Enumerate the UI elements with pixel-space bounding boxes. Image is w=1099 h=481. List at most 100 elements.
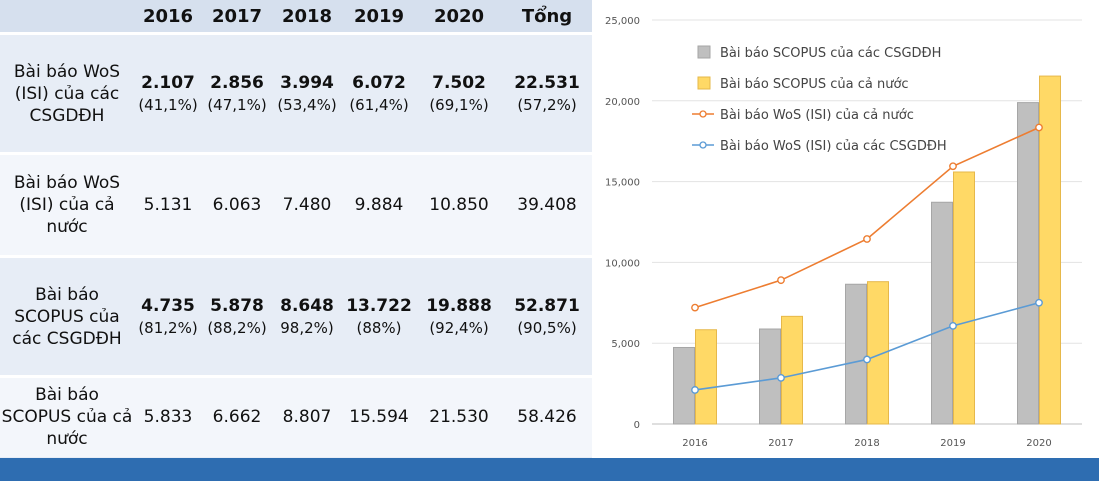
legend-label: Bài báo SCOPUS của các CSGDĐH xyxy=(720,46,941,61)
data-point xyxy=(1035,298,1043,307)
table-cell: 10.850 xyxy=(416,152,502,257)
chart-bars xyxy=(673,75,1061,425)
data-point xyxy=(691,303,699,312)
x-tick-label: 2020 xyxy=(1026,438,1051,449)
table-cell: 21.530 xyxy=(416,375,502,457)
y-axis: 0 5,000 10,000 15,000 20,000 25,000 xyxy=(605,16,640,431)
bar xyxy=(781,315,803,425)
row-label: Bài báo SCOPUS của các CSGDĐH xyxy=(0,255,134,377)
data-table: 2016 2017 2018 2019 2020 Tổng Bài báo Wo… xyxy=(0,0,592,457)
cell-main: 3.994 xyxy=(280,72,334,93)
chart-legend: Bài báo SCOPUS của các CSGDĐH Bài báo SCO… xyxy=(692,45,947,154)
table-cell: 5.131 xyxy=(134,152,202,257)
legend-label: Bài báo SCOPUS của cả nước xyxy=(720,77,909,92)
table-row: Bài báo SCOPUS của các CSGDĐH 4.735 (81,2… xyxy=(0,255,592,377)
cell-main: 13.722 xyxy=(346,295,412,316)
table-cell: 9.884 xyxy=(342,152,416,257)
cell-sub: (88,2%) xyxy=(207,318,267,337)
cell-main: 4.735 xyxy=(141,295,195,316)
cell-sub: (69,1%) xyxy=(429,95,489,114)
table-cell: 15.594 xyxy=(342,375,416,457)
cell-sub: (92,4%) xyxy=(429,318,489,337)
data-point xyxy=(863,355,871,364)
data-point xyxy=(863,235,871,243)
table-cell: 13.722 (88%) xyxy=(342,255,416,377)
header-cell xyxy=(0,0,134,34)
table-cell: 6.072 (61,4%) xyxy=(342,32,416,154)
legend-marker xyxy=(699,110,707,118)
table-cell: 19.888 (92,4%) xyxy=(416,255,502,377)
table-cell: 58.426 xyxy=(502,375,592,457)
row-label: Bài báo WoS (ISI) của các CSGDĐH xyxy=(0,32,134,154)
table-cell: 8.648 98,2%) xyxy=(272,255,342,377)
data-point xyxy=(949,321,957,330)
series-line xyxy=(694,126,1040,309)
table-cell: 3.994 (53,4%) xyxy=(272,32,342,154)
data-point xyxy=(777,276,785,285)
table-cell: 7.480 xyxy=(272,152,342,257)
table-cell: 8.807 xyxy=(272,375,342,457)
cell-main: 2.856 xyxy=(210,72,264,93)
cell-sub: (57,2%) xyxy=(517,95,577,114)
header-cell-2020: 2020 xyxy=(416,0,502,34)
chart-gridlines xyxy=(652,19,1082,425)
cell-main: 6.072 xyxy=(352,72,406,93)
legend-label: Bài báo WoS (ISI) của các CSGDĐH xyxy=(720,139,947,154)
table-row: Bài báo SCOPUS của cả nước 5.833 6.662 8… xyxy=(0,375,592,457)
x-tick-label: 2017 xyxy=(768,438,793,449)
legend-marker xyxy=(699,141,707,149)
footer-bar xyxy=(0,458,1099,481)
x-axis: 2016 2017 2018 2019 2020 xyxy=(682,438,1051,449)
table-cell: 6.662 xyxy=(202,375,272,457)
data-point xyxy=(949,162,957,171)
cell-sub: (81,2%) xyxy=(138,318,198,337)
header-cell-2016: 2016 xyxy=(134,0,202,34)
header-cell-2017: 2017 xyxy=(202,0,272,34)
legend-swatch xyxy=(697,76,711,90)
x-tick-label: 2019 xyxy=(940,438,965,449)
header-cell-total: Tổng xyxy=(502,0,592,34)
y-tick-label: 15,000 xyxy=(605,178,640,189)
cell-main: 22.531 xyxy=(514,72,580,93)
cell-main: 8.648 xyxy=(280,295,334,316)
table-cell: 7.502 (69,1%) xyxy=(416,32,502,154)
legend-swatch xyxy=(697,45,711,59)
chart-lines xyxy=(691,123,1043,394)
table-cell: 2.856 (47,1%) xyxy=(202,32,272,154)
bar xyxy=(1017,102,1039,425)
cell-main: 52.871 xyxy=(514,295,580,316)
cell-sub: (88%) xyxy=(356,318,402,337)
y-tick-label: 0 xyxy=(634,420,640,431)
table-row: Bài báo WoS (ISI) của cả nước 5.131 6.06… xyxy=(0,152,592,257)
data-point xyxy=(691,386,699,394)
table-header-row: 2016 2017 2018 2019 2020 Tổng xyxy=(0,0,592,34)
x-tick-label: 2018 xyxy=(854,438,879,449)
row-label: Bài báo WoS (ISI) của cả nước xyxy=(0,152,134,257)
y-tick-label: 5,000 xyxy=(611,339,640,350)
cell-sub: 98,2%) xyxy=(280,318,334,337)
table-cell: 2.107 (41,1%) xyxy=(134,32,202,154)
cell-sub: (61,4%) xyxy=(349,95,409,114)
table-row: Bài báo WoS (ISI) của các CSGDĐH 2.107 (4… xyxy=(0,32,592,154)
cell-main: 5.878 xyxy=(210,295,264,316)
legend-label: Bài báo WoS (ISI) của cả nước xyxy=(720,108,914,123)
bar xyxy=(673,346,695,425)
row-label: Bài báo SCOPUS của cả nước xyxy=(0,375,134,457)
table-cell: 39.408 xyxy=(502,152,592,257)
y-tick-label: 20,000 xyxy=(605,97,640,108)
table-cell: 5.878 (88,2%) xyxy=(202,255,272,377)
bar xyxy=(867,281,889,425)
cell-sub: (90,5%) xyxy=(517,318,577,337)
cell-main: 19.888 xyxy=(426,295,492,316)
y-tick-label: 25,000 xyxy=(605,16,640,27)
bar xyxy=(845,283,867,425)
bar xyxy=(931,201,953,425)
table-cell: 52.871 (90,5%) xyxy=(502,255,592,377)
cell-sub: (47,1%) xyxy=(207,95,267,114)
cell-sub: (41,1%) xyxy=(138,95,198,114)
table-cell: 5.833 xyxy=(134,375,202,457)
data-point xyxy=(777,373,785,382)
bar xyxy=(1039,75,1061,425)
x-tick-label: 2016 xyxy=(682,438,707,449)
